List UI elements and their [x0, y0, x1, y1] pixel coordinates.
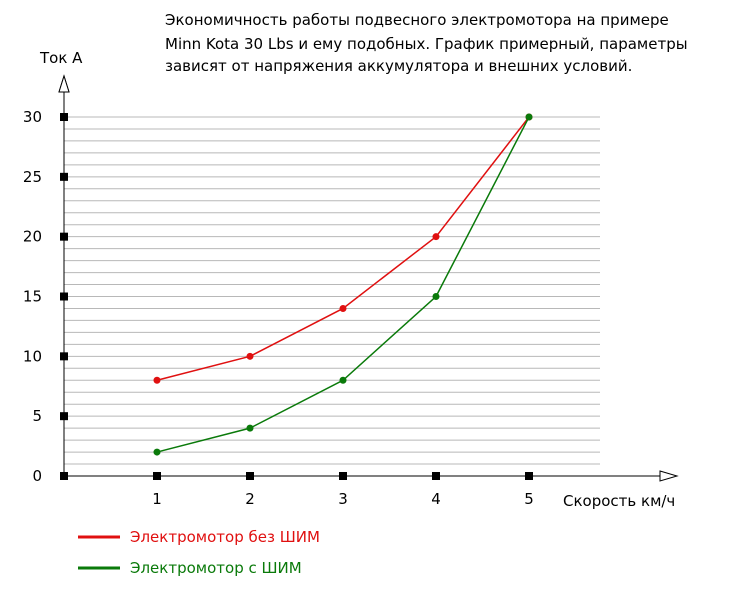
y-tick-label: 5: [32, 407, 42, 425]
series: [153, 113, 533, 456]
x-tick-marker: [153, 472, 161, 480]
x-tick-marker: [246, 472, 254, 480]
y-tick-marker: [60, 352, 68, 361]
title-line-2: Minn Kota 30 Lbs и ему подобных. График …: [165, 35, 688, 53]
y-tick-marker: [60, 472, 68, 480]
series-2-point: [432, 293, 440, 300]
x-tick-marker: [525, 472, 533, 480]
y-tick-label: 25: [23, 168, 42, 186]
series-1-point: [432, 233, 440, 241]
title-line-1: Экономичность работы подвесного электром…: [165, 11, 669, 29]
y-tick-label: 15: [23, 288, 42, 306]
legend-label-1: Электромотор без ШИМ: [130, 528, 320, 546]
y-tick-marker: [60, 412, 68, 421]
x-axis-arrowhead: [659, 470, 679, 482]
y-axis-arrowhead: [58, 74, 70, 93]
series-2-point: [339, 376, 347, 384]
x-tick-marker: [339, 472, 347, 480]
y-tick-marker: [60, 113, 68, 121]
x-tick-label: 3: [338, 490, 348, 508]
y-axis-label: Ток А: [39, 49, 83, 67]
axes: [58, 74, 679, 482]
y-tick-label: 10: [23, 347, 42, 365]
x-tick-label: 4: [431, 490, 441, 508]
legend: Электромотор без ШИМ Электромотор с ШИМ: [78, 528, 320, 577]
series-2-point: [525, 113, 533, 121]
grid: [64, 116, 600, 465]
series-1-point: [339, 304, 347, 312]
series-2-point: [246, 424, 254, 432]
y-tick-label: 30: [23, 108, 42, 126]
series-1-point: [153, 376, 161, 384]
y-tick-marker: [60, 172, 68, 181]
x-tick-label: 1: [152, 490, 162, 508]
y-ticks: 0 5 10 15 20 25 30: [23, 108, 68, 485]
y-tick-label: 20: [23, 228, 42, 246]
x-tick-label: 2: [245, 490, 255, 508]
x-axis-label: Скорость км/ч: [563, 492, 675, 510]
x-tick-label: 5: [524, 490, 534, 508]
y-tick-marker: [60, 292, 68, 301]
x-tick-marker: [432, 472, 440, 480]
y-tick-label: 0: [32, 467, 42, 485]
title-line-3: зависят от напряжения аккумулятора и вне…: [165, 57, 632, 75]
x-ticks: 1 2 3 4 5: [152, 472, 534, 508]
chart-title: Экономичность работы подвесного электром…: [165, 11, 688, 75]
series-2-point: [153, 448, 161, 456]
y-tick-marker: [60, 232, 68, 241]
series-1-point: [246, 352, 254, 360]
legend-label-2: Электромотор с ШИМ: [130, 559, 302, 577]
